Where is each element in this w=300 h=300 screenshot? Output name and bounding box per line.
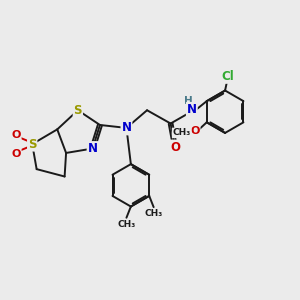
- Text: O: O: [11, 148, 21, 158]
- Text: CH₃: CH₃: [172, 128, 191, 137]
- Text: CH₃: CH₃: [145, 209, 163, 218]
- Text: O: O: [170, 141, 180, 154]
- Text: CH₃: CH₃: [117, 220, 136, 229]
- Text: N: N: [187, 103, 197, 116]
- Text: N: N: [122, 122, 131, 134]
- Text: O: O: [190, 126, 200, 136]
- Text: S: S: [28, 138, 37, 151]
- Text: Cl: Cl: [221, 70, 234, 83]
- Text: N: N: [88, 142, 98, 155]
- Text: S: S: [74, 104, 82, 117]
- Text: H: H: [184, 95, 193, 106]
- Text: O: O: [11, 130, 21, 140]
